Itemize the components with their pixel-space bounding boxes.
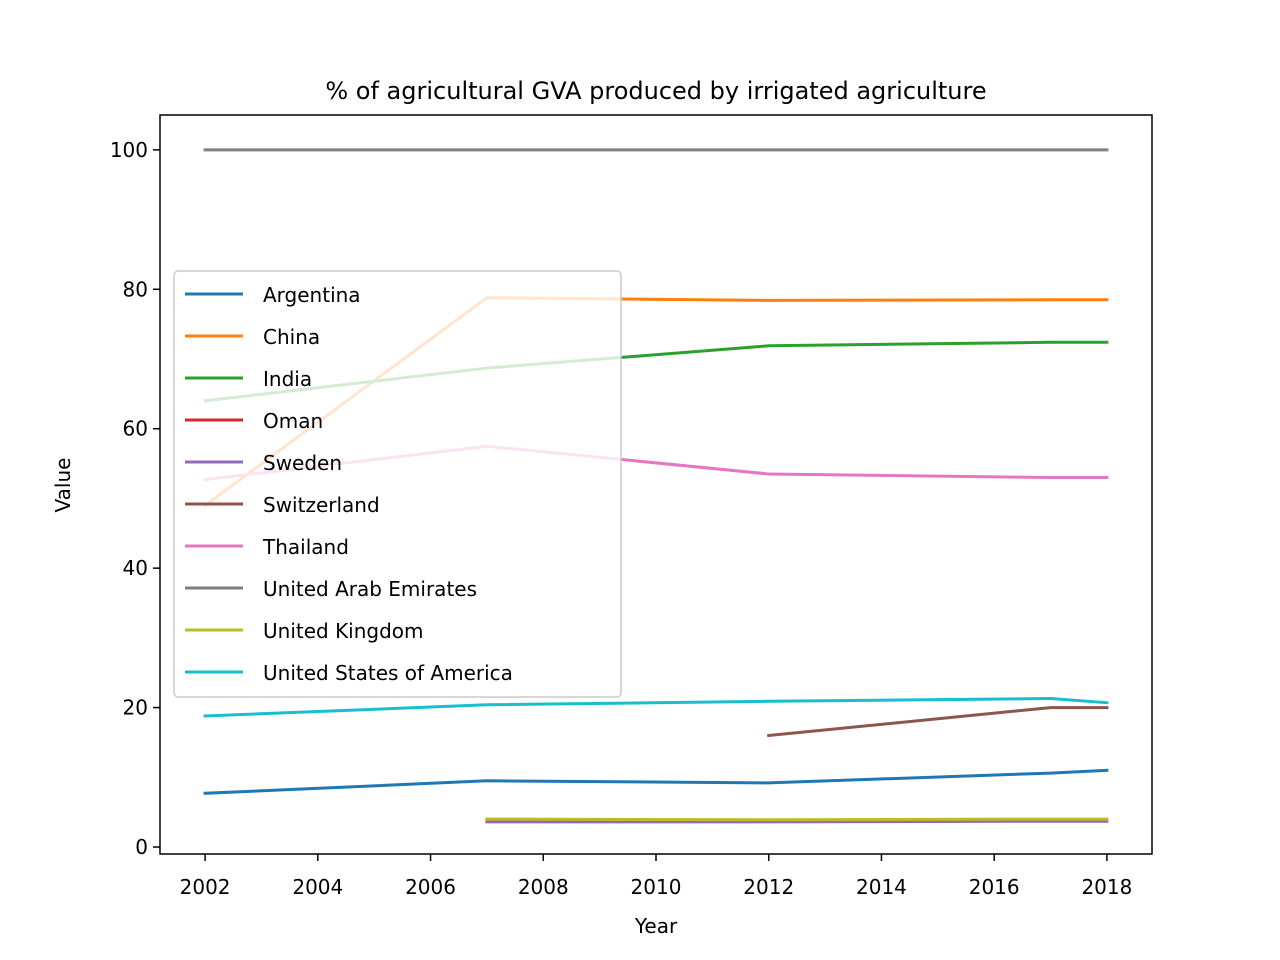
y-tick-label: 60 (123, 417, 148, 441)
legend-entry: India (263, 367, 312, 391)
legend-entry: United Kingdom (263, 619, 424, 643)
series-line-8 (485, 817, 1109, 822)
chart-title: % of agricultural GVA produced by irriga… (325, 77, 986, 105)
y-tick-label: 80 (123, 277, 148, 301)
y-tick-label: 40 (123, 556, 148, 580)
series-line-0 (203, 768, 1109, 795)
legend-entry: Switzerland (263, 493, 380, 517)
x-tick-label: 2004 (292, 875, 343, 899)
series-line-9 (203, 697, 1109, 718)
series-line-4 (485, 819, 1109, 824)
legend-entry: Oman (263, 409, 323, 433)
y-tick-label: 20 (123, 696, 148, 720)
legend-box (173, 270, 622, 698)
legend-entry: Sweden (263, 451, 342, 475)
legend-entry: Argentina (263, 283, 361, 307)
legend: Argentina China India Oman Sweden Switzerland… (173, 270, 622, 698)
legend-entry: United States of America (263, 661, 513, 685)
x-tick-label: 2002 (180, 875, 231, 899)
x-tick-label: 2016 (969, 875, 1020, 899)
legend-entry: China (263, 325, 320, 349)
x-tick-label: 2008 (518, 875, 569, 899)
x-tick-label: 2018 (1081, 875, 1132, 899)
series-line-5 (767, 706, 1109, 738)
y-axis-label: Value (51, 458, 75, 513)
x-tick-label: 2006 (405, 875, 456, 899)
x-tick-label: 2010 (631, 875, 682, 899)
y-axis: 0 20 40 60 80 100 (110, 138, 160, 859)
legend-entry: Thailand (262, 535, 349, 559)
x-axis: 2002 2004 2006 2008 2010 2012 2014 2016 2018 (180, 854, 1132, 899)
y-tick-label: 100 (110, 138, 148, 162)
x-tick-label: 2014 (856, 875, 907, 899)
x-axis-label: Year (634, 914, 678, 938)
x-tick-label: 2012 (743, 875, 794, 899)
legend-entry: United Arab Emirates (263, 577, 477, 601)
y-tick-label: 0 (135, 835, 148, 859)
